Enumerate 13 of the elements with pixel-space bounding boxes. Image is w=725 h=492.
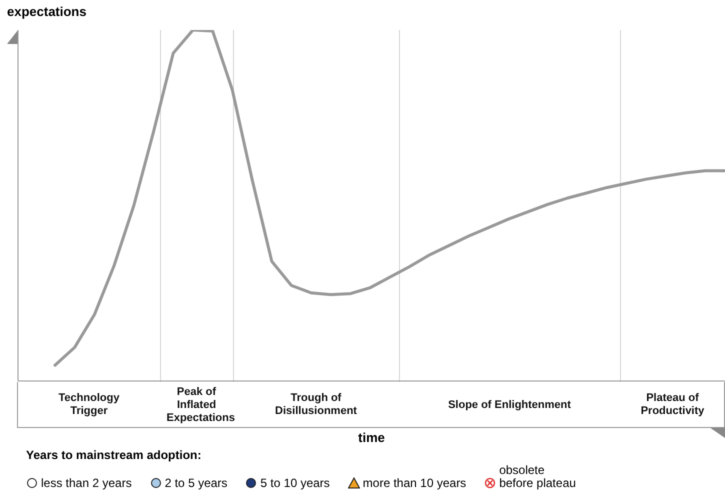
text: Technology Trigger	[58, 392, 120, 418]
text: obsolete before plateau	[499, 463, 576, 490]
text: 5 to 10 years	[260, 476, 330, 490]
text: Peak of Inflated Expectations	[166, 386, 235, 424]
text: Years to mainstream adoption:	[26, 448, 202, 462]
x-axis-title: time	[357, 430, 386, 445]
text: 2 to 5 years	[164, 476, 228, 490]
text: more than 10 years	[362, 476, 466, 490]
text: Plateau of Productivity	[640, 392, 706, 418]
text: Trough of Disillusionment	[274, 392, 358, 418]
y-axis-title: expectations	[7, 4, 86, 19]
text: Slope of Enlightenment	[448, 398, 571, 412]
text: less than 2 years	[41, 476, 132, 490]
